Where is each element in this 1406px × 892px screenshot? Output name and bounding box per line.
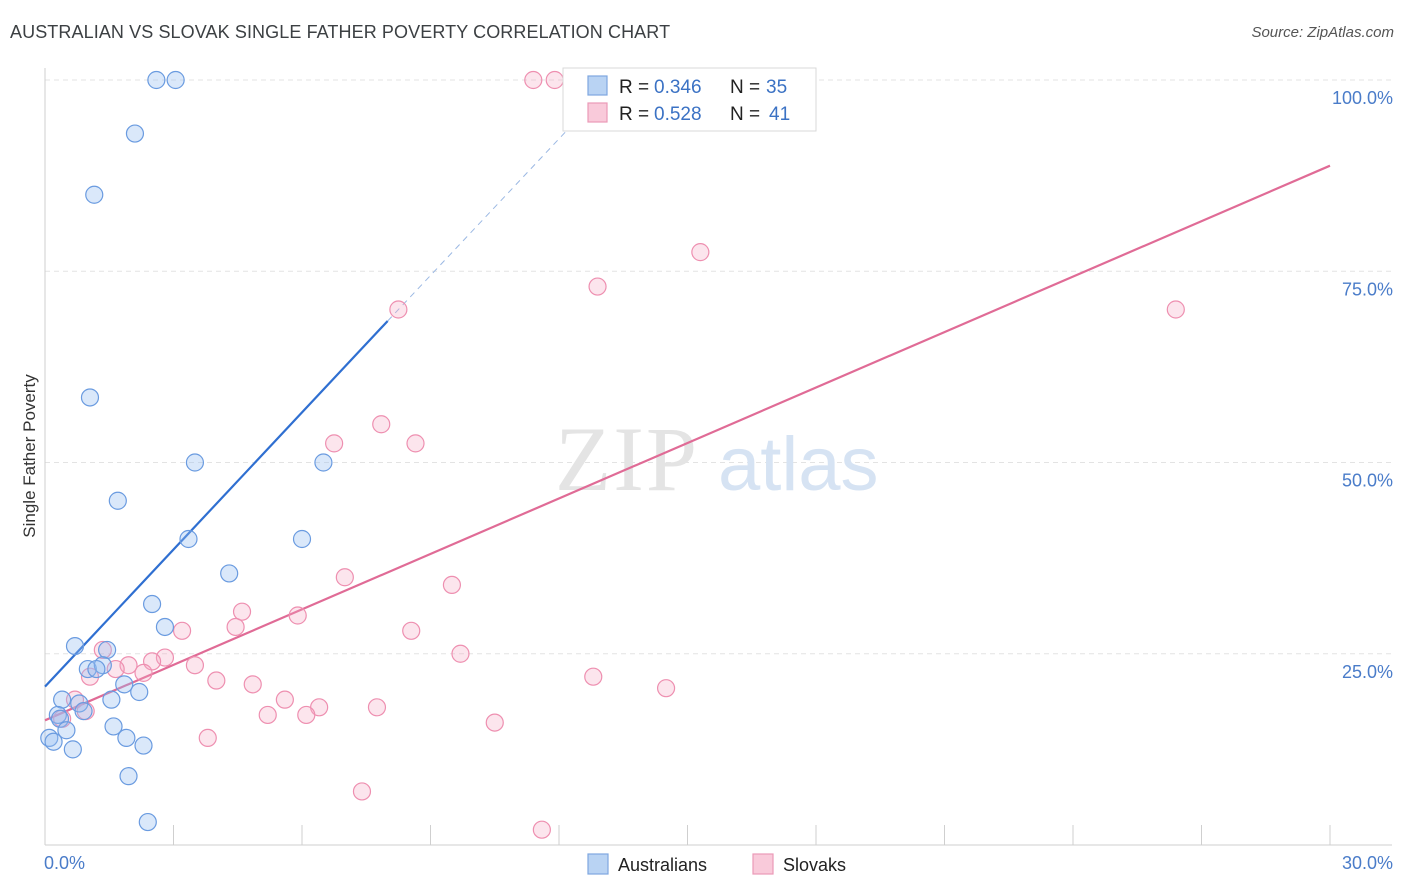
legend-r-value-2: 0.528	[654, 104, 702, 125]
y-tick-label: 100.0%	[1332, 88, 1393, 108]
watermark: ZIP atlas	[555, 408, 879, 510]
australian-point	[53, 690, 72, 709]
legend-r-value-1: 0.346	[654, 77, 702, 98]
australian-point	[104, 717, 123, 736]
slovak-point	[532, 820, 551, 839]
slovak-point	[442, 575, 462, 595]
slovak-point	[258, 705, 277, 725]
legend-n-label-1: N =	[730, 77, 760, 98]
australian-point	[125, 124, 145, 143]
slovak-point	[524, 70, 543, 90]
axes	[44, 68, 1392, 846]
australian-point	[57, 721, 76, 740]
slovaks-trend-line	[44, 164, 1331, 722]
australian-point	[108, 491, 127, 510]
stats-legend: R = 0.346 N = 35 R = 0.528 N = 41	[562, 67, 817, 132]
bottom-swatch-australians	[587, 853, 609, 875]
australian-point	[74, 702, 93, 721]
slovak-point	[232, 602, 252, 621]
australian-point	[130, 682, 149, 702]
australian-point	[179, 529, 198, 549]
australian-point	[85, 185, 104, 204]
australian-point	[117, 728, 136, 748]
y-axis-title: Single Father Poverty	[20, 374, 39, 538]
slovak-point	[134, 663, 153, 682]
bottom-legend-slovaks: Slovaks	[783, 855, 846, 875]
australian-point	[292, 529, 312, 549]
australian-point	[220, 564, 239, 583]
australian-point	[65, 636, 85, 656]
australian-point	[80, 388, 100, 407]
y-tick-label: 25.0%	[1342, 662, 1393, 682]
trend-lines	[44, 129, 1331, 722]
svg-text:atlas: atlas	[718, 422, 879, 507]
slovak-point	[243, 675, 262, 694]
slovak-point	[1166, 300, 1185, 319]
australian-point	[98, 640, 117, 660]
australian-point	[50, 709, 70, 728]
australian-point	[185, 453, 205, 472]
slovak-point	[545, 70, 564, 90]
australian-point	[44, 732, 63, 751]
australian-point	[155, 617, 175, 637]
slovak-point	[275, 690, 294, 709]
slovak-point	[691, 243, 710, 262]
australian-point	[115, 675, 134, 694]
legend-n-value-2: 41	[769, 104, 790, 125]
australian-point	[63, 740, 82, 759]
chart-title: AUSTRALIAN VS SLOVAK SINGLE FATHER POVER…	[10, 22, 671, 42]
bottom-swatch-slovaks	[752, 853, 774, 875]
legend-swatch-australians	[587, 75, 608, 96]
grid-lines	[45, 79, 1392, 655]
australians-trend-line	[44, 320, 389, 688]
slovak-point	[93, 640, 112, 660]
source-label: Source: ZipAtlas.com	[1251, 24, 1394, 41]
svg-text:ZIP: ZIP	[555, 408, 699, 510]
y-tick-label: 50.0%	[1342, 471, 1393, 491]
slovak-point	[372, 415, 391, 434]
slovak-point	[185, 656, 205, 675]
series-legend: Australians Slovaks	[587, 853, 846, 875]
australian-point	[166, 70, 185, 90]
legend-n-label-2: N =	[730, 104, 760, 125]
tick-labels: 0.0% 30.0% 25.0% 50.0% 75.0% 100.0%	[44, 88, 1393, 873]
slovak-point	[352, 782, 372, 801]
australian-point	[142, 594, 162, 614]
australian-point	[134, 736, 153, 755]
slovak-point	[389, 300, 408, 319]
bottom-legend-australians: Australians	[618, 855, 707, 875]
slovak-point	[297, 705, 316, 725]
slovak-point	[172, 621, 192, 640]
australian-point	[102, 690, 121, 709]
slovak-point	[335, 568, 354, 587]
australian-point	[119, 767, 138, 786]
australian-point	[147, 70, 166, 90]
y-tick-label: 75.0%	[1342, 279, 1393, 299]
slovak-point	[656, 679, 676, 698]
slovak-point	[406, 434, 425, 453]
slovak-point	[402, 621, 421, 640]
slovak-point	[367, 698, 387, 717]
slovak-point	[288, 606, 307, 625]
x-tick-label: 0.0%	[44, 853, 85, 873]
legend-swatch-slovaks	[587, 102, 608, 123]
slovak-point	[451, 644, 470, 663]
slovak-point	[584, 667, 603, 686]
australian-point	[87, 659, 106, 679]
slovak-point	[325, 434, 344, 453]
slovak-point	[207, 671, 226, 690]
slovak-point	[588, 277, 607, 296]
slovak-point	[226, 617, 245, 637]
australian-point	[314, 453, 333, 472]
australians-trend-extension	[387, 129, 568, 322]
x-tick-label: 30.0%	[1342, 853, 1393, 873]
slovak-point	[198, 728, 217, 748]
legend-n-value-1: 35	[766, 77, 787, 98]
legend-r-label-2: R =	[619, 104, 649, 125]
slovak-point	[485, 713, 504, 732]
legend-r-label-1: R =	[619, 77, 649, 98]
australian-point	[138, 812, 157, 832]
data-points	[40, 70, 1185, 839]
